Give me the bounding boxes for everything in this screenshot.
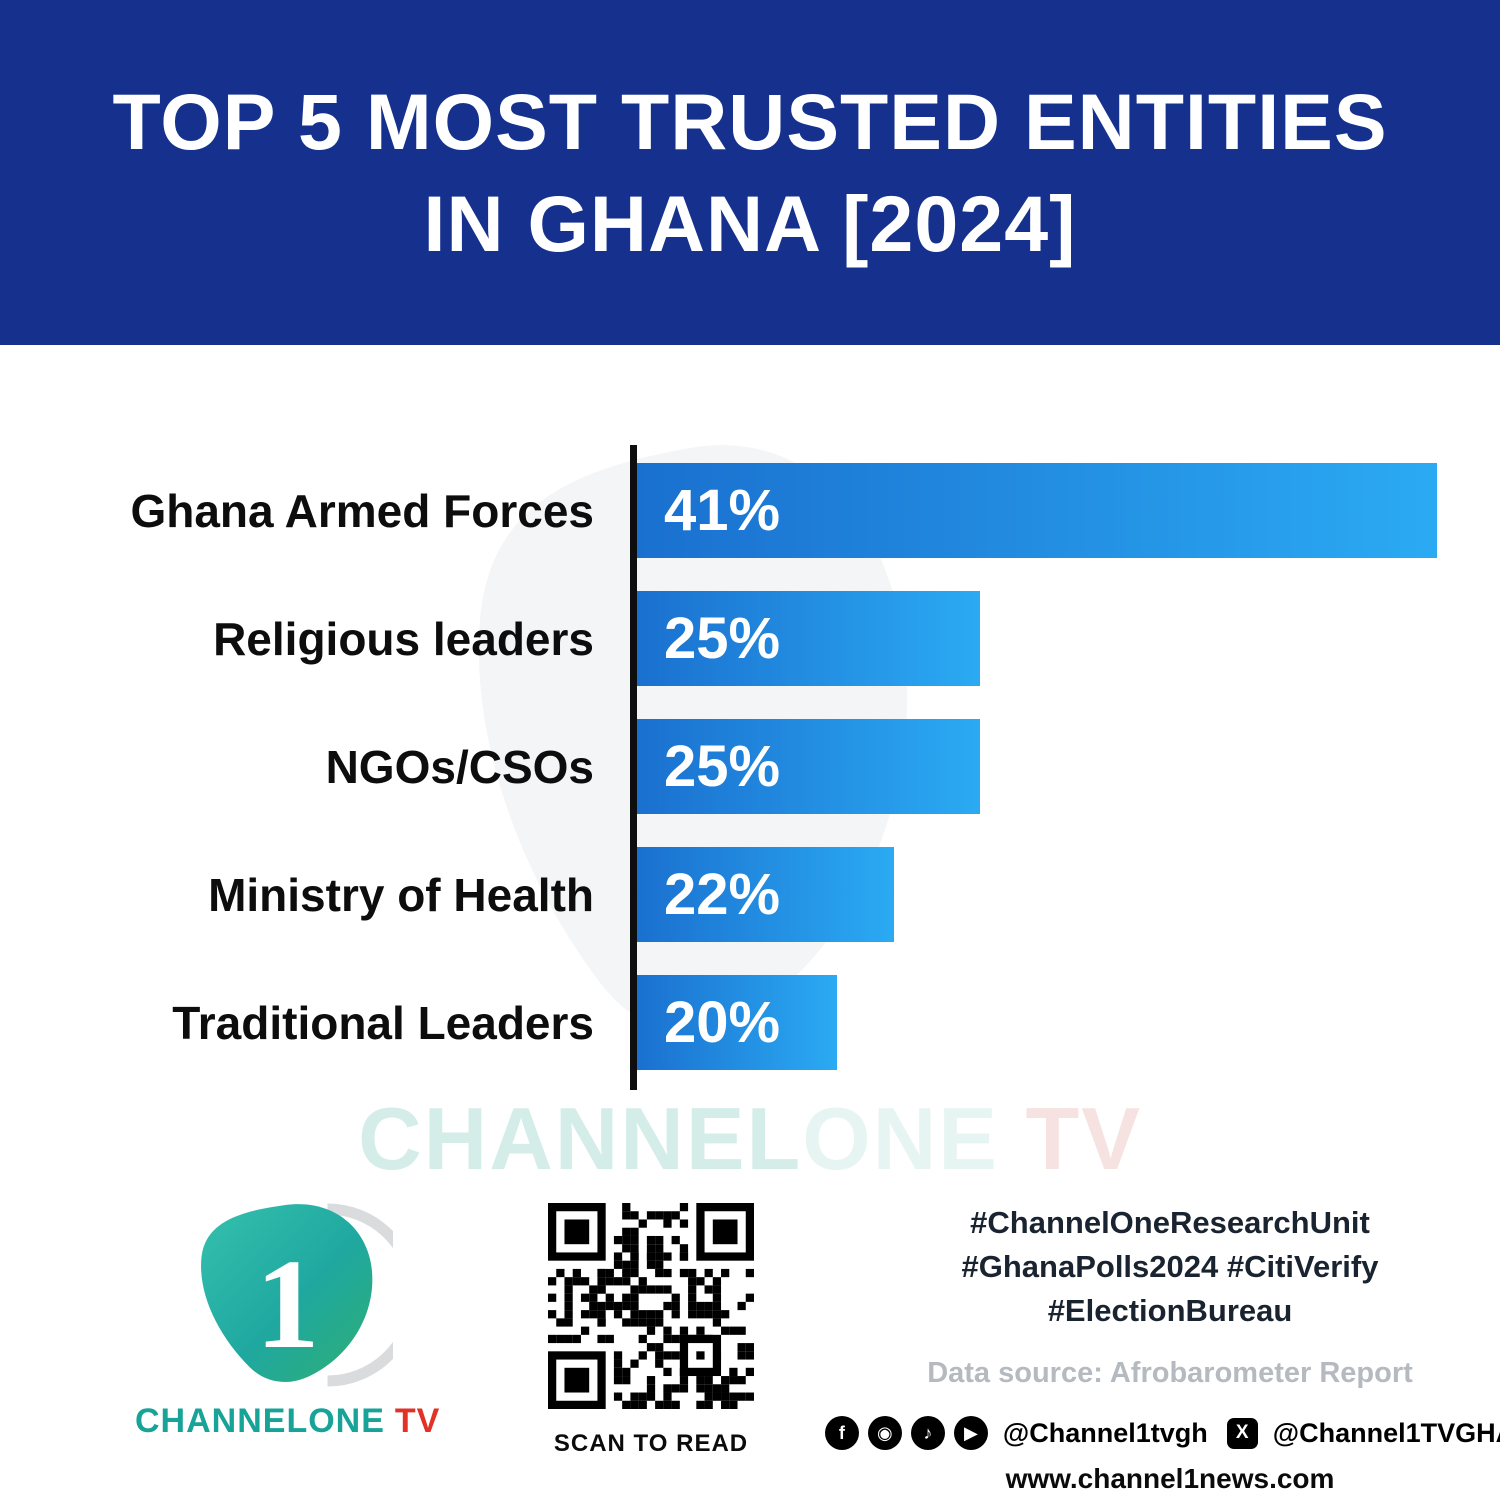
hashtag-line-3: #ElectionBureau	[1047, 1293, 1293, 1329]
bar-value-label: 25%	[664, 606, 781, 671]
chart-axis-line	[630, 445, 637, 1090]
channelone-logo-icon: 1	[200, 1203, 419, 1387]
svg-text:1: 1	[255, 1233, 319, 1375]
hashtag-line-1: #ChannelOneResearchUnit	[970, 1205, 1370, 1240]
channelone-text-watermark: CHANNELONE TV	[0, 1088, 1500, 1190]
chart-row: Ministry of Health 22%	[0, 847, 1500, 942]
instagram-icon: ◉	[867, 1416, 902, 1451]
logo-text-tv: TV	[394, 1402, 441, 1440]
bar-value-label: 22%	[664, 862, 781, 927]
bar-traditional-leaders: 20%	[637, 975, 837, 1070]
bar-label-traditional-leaders: Traditional Leaders	[172, 996, 594, 1049]
bar-label-ghana-armed-forces: Ghana Armed Forces	[130, 484, 594, 537]
header-banner: TOP 5 MOST TRUSTED ENTITIES IN GHANA [20…	[0, 0, 1500, 345]
youtube-icon: ▶	[953, 1416, 988, 1451]
bar-ghana-armed-forces: 41%	[637, 463, 1437, 558]
x-icon: X	[1226, 1417, 1258, 1449]
logo-text-channelone: CHANNELONE	[135, 1402, 385, 1440]
qr-code	[548, 1203, 754, 1409]
chart-row: Ghana Armed Forces 41%	[0, 463, 1500, 558]
info-block: #ChannelOneResearchUnit #GhanaPolls2024 …	[824, 1201, 1500, 1495]
social-row: f ◉ ♪ ▶ @Channel1tvgh X @Channel1TVGHA	[824, 1416, 1500, 1451]
bar-ngos-csos: 25%	[637, 719, 980, 814]
bar-area: 41%	[637, 463, 1437, 558]
website-url: www.channel1news.com	[1005, 1463, 1335, 1495]
chart-row: Religious leaders 25%	[0, 591, 1500, 686]
page-title-line1: TOP 5 MOST TRUSTED ENTITIES	[112, 77, 1388, 167]
bar-chart: Ghana Armed Forces 41% Religious leaders…	[0, 440, 1500, 1100]
channelone-logo: 1 CHANNELONE TV	[135, 1195, 439, 1441]
data-source-note: Data source: Afrobarometer Report	[927, 1357, 1413, 1390]
tiktok-icon: ♪	[910, 1416, 945, 1451]
bar-value-label: 25%	[664, 734, 781, 799]
social-handle: @Channel1tvgh	[1002, 1417, 1208, 1448]
bar-area: 20%	[637, 975, 1437, 1070]
bar-religious-leaders: 25%	[637, 591, 980, 686]
bar-area: 25%	[637, 719, 1437, 814]
qr-caption: SCAN TO READ	[553, 1430, 749, 1457]
hashtag-line-2: #GhanaPolls2024 #CitiVerify	[961, 1249, 1379, 1285]
bar-area: 22%	[637, 847, 1437, 942]
x-handle: @Channel1TVGHA	[1272, 1417, 1500, 1448]
page-title-line2: IN GHANA [2024]	[423, 178, 1077, 268]
chart-row: Traditional Leaders 20%	[0, 975, 1500, 1070]
bar-value-label: 20%	[664, 990, 781, 1055]
bar-label-ngos-csos: NGOs/CSOs	[325, 740, 594, 793]
facebook-icon: f	[824, 1416, 859, 1451]
chart-rows: Ghana Armed Forces 41% Religious leaders…	[0, 463, 1500, 1070]
bar-label-religious-leaders: Religious leaders	[213, 612, 594, 665]
watermark-one: ONE	[802, 1089, 999, 1188]
chart-row: NGOs/CSOs 25%	[0, 719, 1500, 814]
qr-block: SCAN TO READ	[545, 1203, 757, 1458]
footer: 1 CHANNELONE TV SCAN TO READ #ChannelOneR…	[0, 1195, 1500, 1494]
bar-value-label: 41%	[664, 478, 781, 543]
watermark-tv: TV	[999, 1089, 1142, 1188]
bar-ministry-of-health: 22%	[637, 847, 895, 942]
watermark-channel: CHANNEL	[358, 1089, 803, 1188]
bar-label-ministry-of-health: Ministry of Health	[208, 868, 594, 921]
channelone-logo-text: CHANNELONE TV	[135, 1402, 439, 1441]
bar-area: 25%	[637, 591, 1437, 686]
